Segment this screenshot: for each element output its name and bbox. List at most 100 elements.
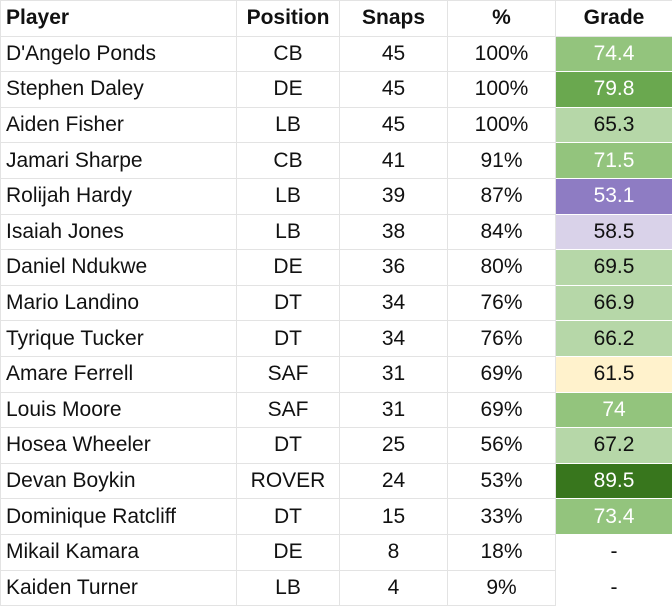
table-row: Dominique Ratcliff DT 15 33% 73.4	[0, 498, 672, 535]
table-row: Stephen Daley DE 45 100% 79.8	[0, 71, 672, 108]
grade-cell[interactable]: 74	[555, 391, 672, 429]
percent-cell[interactable]: 100%	[447, 71, 556, 108]
position-cell[interactable]: CB	[236, 142, 340, 179]
percent-cell[interactable]: 33%	[447, 498, 556, 535]
snaps-cell[interactable]: 41	[339, 142, 448, 179]
table-row: Devan Boykin ROVER 24 53% 89.5	[0, 462, 672, 500]
percent-cell[interactable]: 100%	[447, 35, 556, 73]
percent-cell[interactable]: 91%	[447, 142, 556, 179]
grade-cell[interactable]: 67.2	[555, 427, 672, 464]
grade-cell[interactable]: 69.5	[555, 249, 672, 286]
grade-cell[interactable]: 61.5	[555, 355, 672, 393]
player-name-cell[interactable]: Dominique Ratcliff	[0, 498, 237, 535]
grade-cell[interactable]: 89.5	[555, 462, 672, 500]
table-row: Isaiah Jones LB 38 84% 58.5	[0, 213, 672, 251]
player-name-cell[interactable]: Stephen Daley	[0, 71, 237, 108]
header-snaps[interactable]: Snaps	[339, 0, 448, 37]
percent-cell[interactable]: 76%	[447, 320, 556, 357]
header-grade[interactable]: Grade	[555, 0, 672, 37]
grade-cell[interactable]: -	[555, 569, 672, 607]
table-row: Hosea Wheeler DT 25 56% 67.2	[0, 427, 672, 464]
header-percent[interactable]: %	[447, 0, 556, 37]
player-name-cell[interactable]: D'Angelo Ponds	[0, 35, 237, 73]
snaps-cell[interactable]: 15	[339, 498, 448, 535]
header-player[interactable]: Player	[0, 0, 237, 37]
snaps-cell[interactable]: 39	[339, 177, 448, 215]
snaps-cell[interactable]: 31	[339, 355, 448, 393]
player-name-cell[interactable]: Isaiah Jones	[0, 213, 237, 251]
header-row: Player Position Snaps % Grade	[0, 0, 672, 37]
player-name-cell[interactable]: Louis Moore	[0, 391, 237, 429]
percent-cell[interactable]: 9%	[447, 569, 556, 607]
grade-cell[interactable]: 74.4	[555, 35, 672, 73]
position-cell[interactable]: DE	[236, 249, 340, 286]
percent-cell[interactable]: 80%	[447, 249, 556, 286]
snaps-cell[interactable]: 45	[339, 35, 448, 73]
position-cell[interactable]: ROVER	[236, 462, 340, 500]
grade-cell[interactable]: 65.3	[555, 106, 672, 144]
player-name-cell[interactable]: Mikail Kamara	[0, 533, 237, 571]
snaps-cell[interactable]: 34	[339, 320, 448, 357]
player-name-cell[interactable]: Devan Boykin	[0, 462, 237, 500]
position-cell[interactable]: LB	[236, 106, 340, 144]
player-name-cell[interactable]: Hosea Wheeler	[0, 427, 237, 464]
table-row: Jamari Sharpe CB 41 91% 71.5	[0, 142, 672, 179]
position-cell[interactable]: SAF	[236, 355, 340, 393]
player-name-cell[interactable]: Aiden Fisher	[0, 106, 237, 144]
position-cell[interactable]: SAF	[236, 391, 340, 429]
percent-cell[interactable]: 69%	[447, 391, 556, 429]
snaps-cell[interactable]: 36	[339, 249, 448, 286]
grade-cell[interactable]: 53.1	[555, 177, 672, 215]
snaps-cell[interactable]: 25	[339, 427, 448, 464]
percent-cell[interactable]: 87%	[447, 177, 556, 215]
snaps-cell[interactable]: 8	[339, 533, 448, 571]
grade-cell[interactable]: 71.5	[555, 142, 672, 179]
position-cell[interactable]: DT	[236, 320, 340, 357]
snaps-cell[interactable]: 45	[339, 71, 448, 108]
position-cell[interactable]: LB	[236, 569, 340, 607]
grade-cell[interactable]: 79.8	[555, 71, 672, 108]
position-cell[interactable]: DE	[236, 71, 340, 108]
percent-cell[interactable]: 76%	[447, 284, 556, 322]
percent-cell[interactable]: 100%	[447, 106, 556, 144]
snaps-cell[interactable]: 38	[339, 213, 448, 251]
percent-cell[interactable]: 18%	[447, 533, 556, 571]
player-name-cell[interactable]: Jamari Sharpe	[0, 142, 237, 179]
position-cell[interactable]: CB	[236, 35, 340, 73]
position-cell[interactable]: DT	[236, 427, 340, 464]
table-row: D'Angelo Ponds CB 45 100% 74.4	[0, 35, 672, 73]
player-name-cell[interactable]: Mario Landino	[0, 284, 237, 322]
percent-cell[interactable]: 56%	[447, 427, 556, 464]
grade-cell[interactable]: 66.2	[555, 320, 672, 357]
grade-cell[interactable]: 58.5	[555, 213, 672, 251]
snaps-cell[interactable]: 34	[339, 284, 448, 322]
header-position[interactable]: Position	[236, 0, 340, 37]
snaps-cell[interactable]: 45	[339, 106, 448, 144]
table-row: Louis Moore SAF 31 69% 74	[0, 391, 672, 429]
snaps-cell[interactable]: 4	[339, 569, 448, 607]
percent-cell[interactable]: 84%	[447, 213, 556, 251]
percent-cell[interactable]: 69%	[447, 355, 556, 393]
table-row: Amare Ferrell SAF 31 69% 61.5	[0, 355, 672, 393]
table-row: Daniel Ndukwe DE 36 80% 69.5	[0, 249, 672, 286]
player-name-cell[interactable]: Daniel Ndukwe	[0, 249, 237, 286]
player-name-cell[interactable]: Amare Ferrell	[0, 355, 237, 393]
table-row: Aiden Fisher LB 45 100% 65.3	[0, 106, 672, 144]
position-cell[interactable]: LB	[236, 213, 340, 251]
percent-cell[interactable]: 53%	[447, 462, 556, 500]
position-cell[interactable]: DT	[236, 284, 340, 322]
position-cell[interactable]: DE	[236, 533, 340, 571]
position-cell[interactable]: LB	[236, 177, 340, 215]
grade-cell[interactable]: 66.9	[555, 284, 672, 322]
snaps-cell[interactable]: 31	[339, 391, 448, 429]
table-body: D'Angelo Ponds CB 45 100% 74.4 Stephen Daley D…	[0, 35, 672, 607]
player-name-cell[interactable]: Rolijah Hardy	[0, 177, 237, 215]
table-row: Kaiden Turner LB 4 9% -	[0, 569, 672, 607]
snaps-cell[interactable]: 24	[339, 462, 448, 500]
grade-cell[interactable]: 73.4	[555, 498, 672, 535]
grade-cell[interactable]: -	[555, 533, 672, 571]
player-name-cell[interactable]: Tyrique Tucker	[0, 320, 237, 357]
player-name-cell[interactable]: Kaiden Turner	[0, 569, 237, 607]
position-cell[interactable]: DT	[236, 498, 340, 535]
